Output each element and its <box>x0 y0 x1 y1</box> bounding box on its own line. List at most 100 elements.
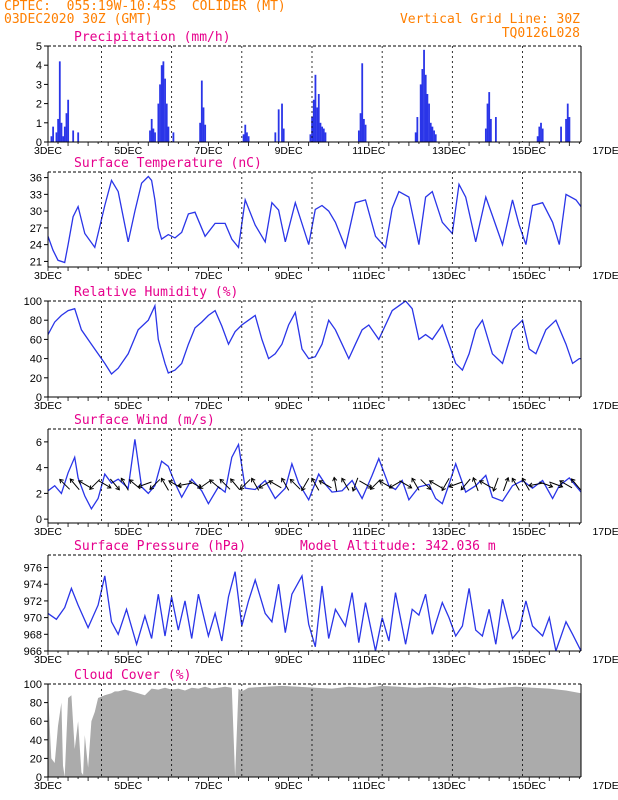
y-tick-label: 966 <box>24 646 42 658</box>
x-tick-label: 7DEC <box>194 654 222 666</box>
precip-bar <box>414 132 417 142</box>
header-model-code: TQ0126L028 <box>501 26 580 41</box>
series-line <box>48 439 581 511</box>
wind-arrow <box>178 482 192 487</box>
y-tick-label: 100 <box>24 679 42 691</box>
x-tick-label: 7DEC <box>194 526 222 538</box>
wind-arrow-head <box>528 482 533 488</box>
precip-bar <box>357 130 360 142</box>
precip-bar <box>159 84 161 142</box>
precip-bar <box>202 107 205 142</box>
wind-arrow <box>268 480 282 489</box>
header-station: CPTEC: 055:19W-10:45S COLIDER (MT) <box>4 0 286 14</box>
panel-title: Precipitation (mm/h) <box>74 30 231 45</box>
wind-arrow-head <box>281 477 286 483</box>
y-tick-label: 24 <box>30 240 42 252</box>
x-tick-label: 15DEC <box>512 400 546 412</box>
wind-arrow-head <box>341 477 346 483</box>
x-tick-label: 15DEC <box>512 654 546 666</box>
y-tick-label: 30 <box>30 206 42 218</box>
y-tick-label: 976 <box>24 563 42 575</box>
precip-bar <box>55 132 58 142</box>
x-tick-label: 7DEC <box>194 400 222 412</box>
wind-arrow-head <box>351 486 357 492</box>
wind-arrow-head <box>471 476 477 482</box>
wind-arrow-head <box>137 483 143 489</box>
precip-bar <box>65 113 68 142</box>
wind-arrow <box>149 479 161 490</box>
wind-arrow-head <box>448 483 454 489</box>
plot-area <box>48 175 581 264</box>
y-tick-label: 6 <box>36 437 42 449</box>
y-tick-label: 20 <box>30 373 42 385</box>
precip-bar <box>52 126 55 142</box>
panel-4: Surface Pressure (hPa) 966 968 970 972 974 976… <box>24 539 618 666</box>
x-tick-label: 9DEC <box>275 270 303 282</box>
wind-arrow-head <box>168 480 173 485</box>
x-tick-label: 13DEC <box>432 780 466 792</box>
wind-arrow <box>138 481 152 488</box>
precip-bar <box>164 78 166 142</box>
x-tick-label: 3DEC <box>34 780 62 792</box>
wind-arrow-head <box>492 486 497 492</box>
wind-arrow <box>539 481 553 488</box>
wind-arrow <box>460 478 471 491</box>
y-tick-label: 3 <box>36 79 42 91</box>
precip-bar <box>58 61 61 142</box>
precip-bar <box>244 124 247 142</box>
precip-bar <box>204 124 207 142</box>
wind-arrow-head <box>378 480 384 485</box>
wind-arrow-head <box>407 484 413 489</box>
precip-bar <box>157 103 160 142</box>
wind-arrow-head <box>426 485 432 490</box>
x-tick-label: 15DEC <box>512 145 546 157</box>
x-tick-label: 13DEC <box>432 400 466 412</box>
wind-arrow <box>559 480 573 489</box>
precip-bar <box>566 103 569 142</box>
plot-area <box>48 571 581 651</box>
model-altitude-label: Model Altitude: 342.036 m <box>300 539 496 554</box>
x-tick-label: 11DEC <box>352 654 385 666</box>
precip-bar <box>311 117 313 142</box>
wind-arrow <box>319 480 332 489</box>
precip-bar <box>242 134 245 142</box>
precip-bar <box>67 99 70 142</box>
precip-bar <box>274 132 277 142</box>
x-tick-label: 3DEC <box>34 400 62 412</box>
x-tick-label: 13DEC <box>432 270 466 282</box>
wind-arrow <box>89 479 101 490</box>
precip-bar <box>199 122 202 142</box>
x-tick-label: 7DEC <box>194 270 222 282</box>
cloud-cover-area <box>48 685 581 777</box>
x-tick-label: 17DEC <box>592 400 618 412</box>
x-tick-label: 5DEC <box>114 654 142 666</box>
wind-arrow-head <box>570 478 576 484</box>
x-tick-label: 15DEC <box>512 526 546 538</box>
wind-arrow <box>359 480 372 489</box>
wind-arrow <box>411 478 420 491</box>
wind-arrow-head <box>77 480 83 485</box>
precip-bar <box>312 99 315 142</box>
header-run-time: 03DEC2020 30Z (GMT) <box>4 12 153 27</box>
wind-arrow <box>420 479 431 490</box>
precip-bar <box>429 122 432 142</box>
x-tick-label: 15DEC <box>512 270 546 282</box>
wind-arrow <box>289 479 301 490</box>
wind-arrow <box>129 479 141 490</box>
wind-arrow-head <box>128 479 134 484</box>
x-tick-label: 5DEC <box>114 270 142 282</box>
precip-bar <box>154 132 156 142</box>
x-tick-label: 11DEC <box>352 526 385 538</box>
precip-bar <box>63 126 66 142</box>
y-tick-label: 968 <box>24 629 42 641</box>
panel-title: Relative Humidity (%) <box>74 285 238 300</box>
precip-bar <box>419 84 422 142</box>
precip-bar <box>57 118 60 142</box>
x-tick-label: 17DEC <box>592 526 618 538</box>
x-tick-label: 17DEC <box>592 780 618 792</box>
wind-arrow-head <box>521 477 527 483</box>
precip-bar <box>150 118 153 142</box>
y-tick-label: 60 <box>30 334 42 346</box>
wind-arrow <box>370 479 381 490</box>
wind-arrow <box>571 478 581 491</box>
